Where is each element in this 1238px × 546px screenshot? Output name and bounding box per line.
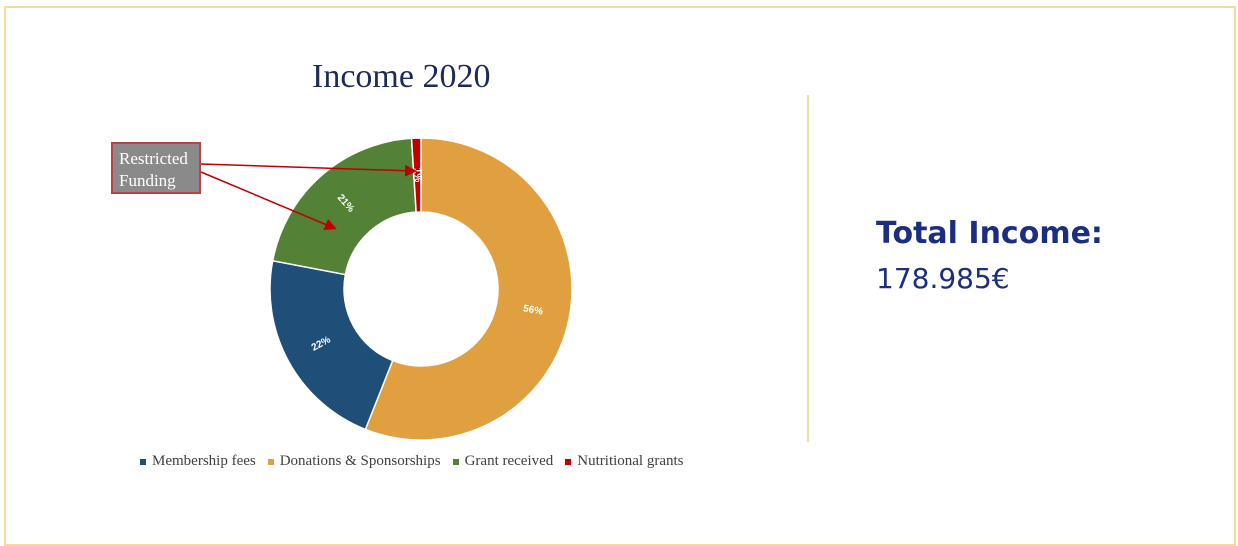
legend-swatch	[140, 458, 146, 465]
callout-line-1: Restricted	[119, 149, 188, 168]
legend-label: Nutritional grants	[577, 453, 684, 469]
vertical-divider	[807, 95, 809, 442]
data-label: 56%	[522, 303, 544, 318]
legend-swatch	[565, 458, 572, 465]
data-label: 1%	[412, 168, 423, 183]
slice-membership-fees	[269, 259, 394, 431]
donut-chart: 56%22%21%1%	[200, 137, 573, 441]
slice-donations-sponsorships	[364, 137, 573, 441]
callout-arrow-grant	[200, 171, 337, 231]
chart-legend: Membership fees Donations & Sponsorships…	[140, 453, 684, 470]
legend-item-membership: Membership fees	[140, 453, 256, 470]
restricted-funding-callout: Restricted Funding	[111, 142, 201, 194]
legend-swatch	[267, 458, 274, 465]
legend-swatch	[452, 458, 459, 465]
legend-item-donations: Donations & Sponsorships	[267, 453, 441, 470]
legend-label: Grant received	[464, 453, 554, 469]
slice-grant-received	[271, 137, 417, 276]
legend-label: Donations & Sponsorships	[279, 453, 441, 469]
callout-line-2: Funding	[119, 171, 176, 190]
legend-label: Membership fees	[152, 453, 256, 469]
total-income-value: 178.985€	[876, 262, 1010, 295]
chart-title: Income 2020	[312, 58, 491, 95]
legend-item-nutritional: Nutritional grants	[565, 453, 684, 470]
callout-arrow-nutritional	[200, 163, 417, 177]
legend-item-grant: Grant received	[452, 453, 554, 470]
total-income-label: Total Income:	[876, 216, 1103, 251]
